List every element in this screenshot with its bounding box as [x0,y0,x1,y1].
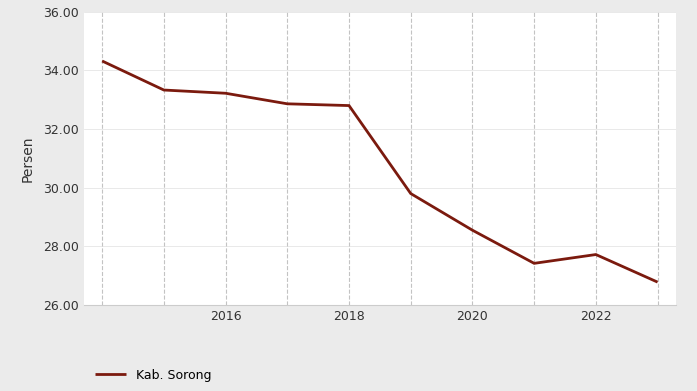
Kab. Sorong [406,191,415,196]
Kab. Sorong [653,280,661,284]
Kab. Sorong [283,101,291,106]
Kab. Sorong [345,103,353,108]
Kab. Sorong [222,91,230,96]
Kab. Sorong [468,228,477,233]
Legend: Kab. Sorong: Kab. Sorong [90,364,217,387]
Line: Kab. Sorong: Kab. Sorong [102,61,657,282]
Kab. Sorong [98,59,107,63]
Kab. Sorong [592,252,600,257]
Kab. Sorong [160,88,168,92]
Y-axis label: Persen: Persen [21,135,35,181]
Kab. Sorong [530,261,538,265]
